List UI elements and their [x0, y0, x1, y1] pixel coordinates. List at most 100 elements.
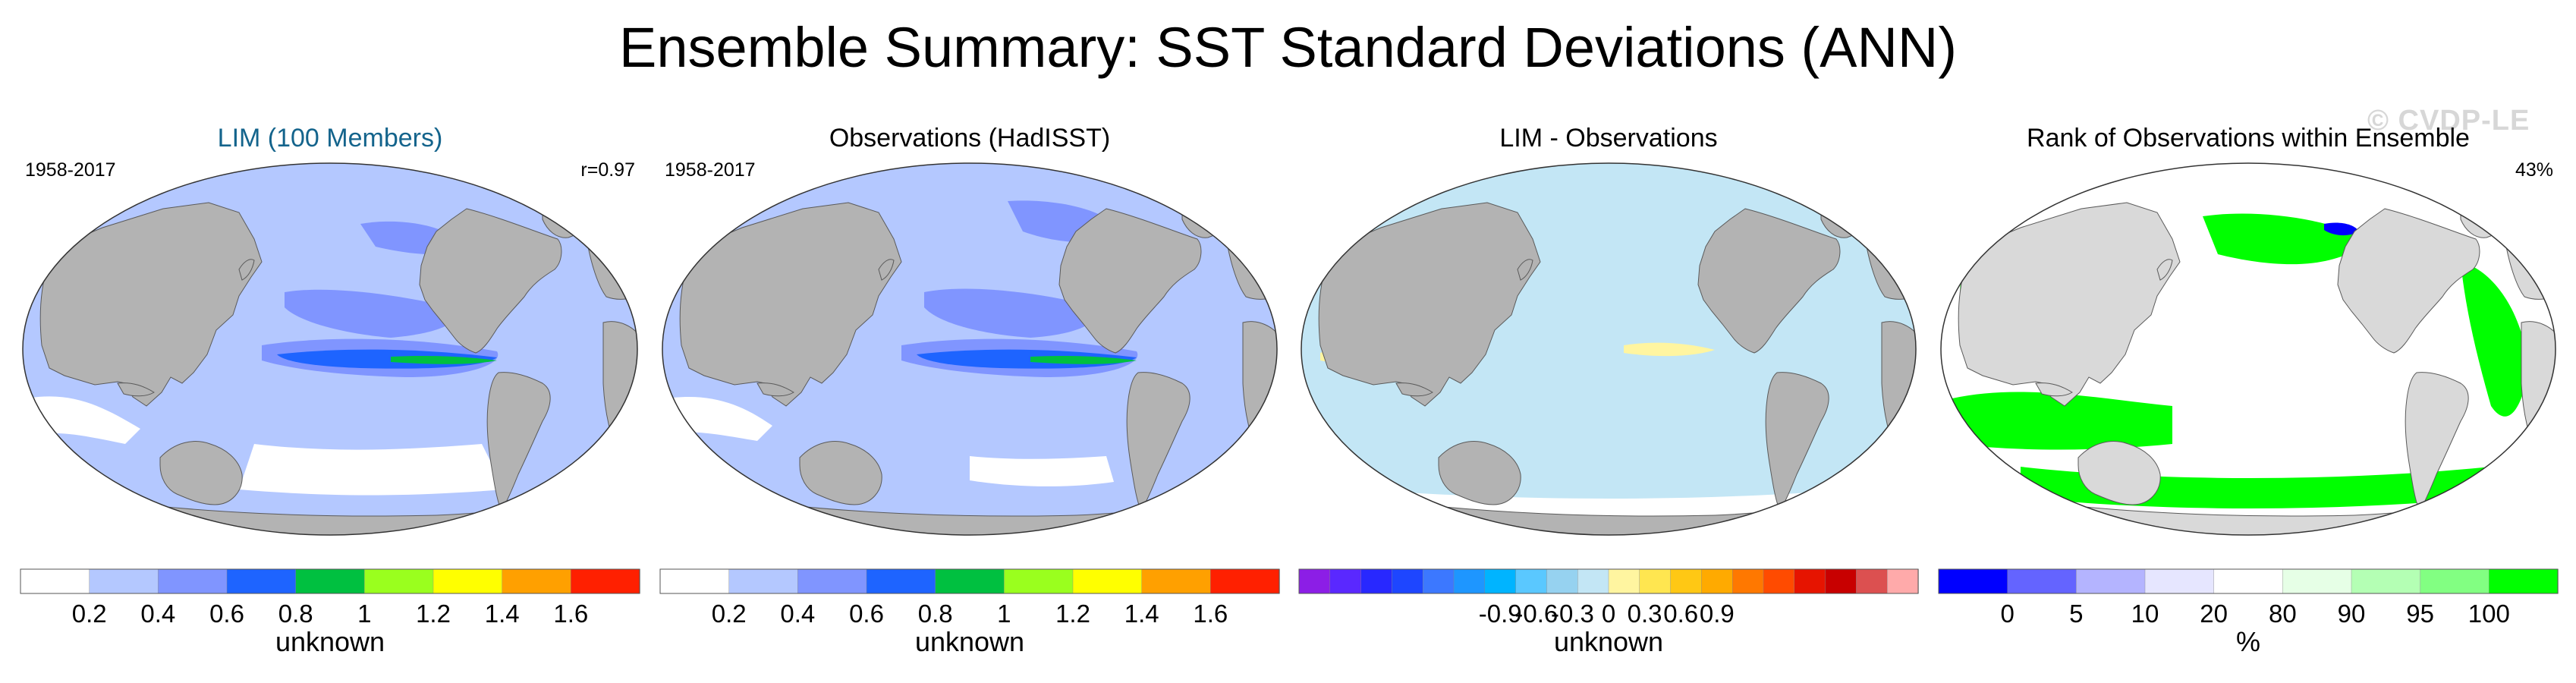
colorbar-swatch	[1856, 568, 1888, 594]
colorbar-swatch	[2076, 568, 2146, 594]
colorbar-lim: 0.2 0.4 0.6 0.8 1 1.2 1.4 1.6 unknown	[20, 568, 640, 657]
colorbar-swatch	[2213, 568, 2284, 594]
map-border	[1940, 162, 2556, 536]
colorbar-swatch	[295, 568, 366, 594]
colorbar-swatch	[1825, 568, 1857, 594]
colorbar-swatch	[20, 568, 90, 594]
colorbar-tick-label: 10	[2131, 600, 2159, 628]
map-border	[662, 162, 1278, 536]
colorbar-swatch	[1887, 568, 1919, 594]
namerica-landmass	[419, 208, 562, 354]
panel-difference: LIM - Observations -0.9 -0.6 -0.3 0 0.3 0.6 0.…	[1290, 114, 1927, 676]
japan-landmass	[1517, 259, 1533, 281]
colorbar-swatch	[571, 568, 640, 594]
colorbar-swatch	[226, 568, 297, 594]
field-patch-3	[2461, 262, 2529, 417]
panel-correlation: r=0.97	[580, 159, 635, 181]
colorbar-swatch	[1141, 568, 1212, 594]
panel-observations: Observations (HadISST) 1958-2017 0.2 0.4 0…	[651, 114, 1288, 676]
panel-title: Observations (HadISST)	[829, 124, 1111, 153]
panel-period: 1958-2017	[665, 159, 756, 181]
panel-title: Rank of Observations within Ensemble	[2027, 124, 2470, 153]
watermark: © CVDP-LE	[2367, 105, 2530, 137]
figure-title: Ensemble Summary: SST Standard Deviation…	[619, 16, 1957, 79]
colorbar-tick-label: 0.8	[918, 600, 953, 628]
colorbar-swatch	[1763, 568, 1795, 594]
australia-landmass	[1438, 441, 1521, 505]
colorbar-tick-label: 1.4	[1124, 600, 1159, 628]
samerica-landmass	[2405, 372, 2469, 512]
colorbar-tick-label: 1	[357, 600, 371, 628]
colorbar-swatch	[1938, 568, 2008, 594]
colorbar-tick-label: 0.6	[849, 600, 884, 628]
colorbar-tick-label: -0.9	[1479, 600, 1522, 628]
colorbar-label: %	[2236, 626, 2260, 657]
colorbar-swatch	[1794, 568, 1826, 594]
samerica-landmass	[1126, 372, 1190, 512]
colorbar-swatch	[1453, 568, 1486, 594]
colorbar-swatch	[1329, 568, 1362, 594]
colorbar-swatch	[935, 568, 1005, 594]
map-rank	[1940, 162, 2556, 536]
colorbar-swatch	[1608, 568, 1640, 594]
japan-landmass	[2156, 259, 2173, 281]
colorbar-swatch	[1298, 568, 1331, 594]
colorbar-swatch	[1639, 568, 1672, 594]
colorbar-tick-label: -0.3	[1551, 600, 1594, 628]
colorbar-tick-label: 1	[997, 600, 1011, 628]
colorbar-frame	[1298, 568, 1919, 594]
panel-lim: LIM (100 Members) 1958-2017 r=0.97 0.2 0.…	[11, 114, 649, 676]
colorbar-tick-label: 0.2	[712, 600, 747, 628]
field-patch-6	[1030, 355, 1137, 364]
map-observations	[662, 162, 1278, 536]
colorbar-label: unknown	[1554, 626, 1663, 657]
colorbar-tick-label: 80	[2269, 600, 2297, 628]
australia-landmass	[159, 441, 243, 505]
colorbar-swatch	[1732, 568, 1764, 594]
australia-landmass	[799, 441, 882, 505]
colorbar-swatch	[1072, 568, 1143, 594]
colorbar-swatch	[1004, 568, 1074, 594]
indonesia-landmass	[1395, 382, 1433, 397]
colorbar-swatch	[1515, 568, 1548, 594]
colorbar-swatch	[1360, 568, 1393, 594]
samerica-landmass	[1765, 372, 1829, 512]
colorbar-swatch	[1422, 568, 1455, 594]
panel-title: LIM (100 Members)	[217, 124, 443, 153]
colorbar-tick-label: 0.6	[1663, 600, 1698, 628]
colorbar-tick-label: 0.6	[209, 600, 244, 628]
panel-title: LIM - Observations	[1499, 124, 1718, 153]
colorbar-tick-label: 0.2	[72, 600, 107, 628]
indonesia-landmass	[2035, 382, 2073, 397]
field-patch-2	[1624, 342, 1715, 357]
colorbar-tick-label: 1.6	[1193, 600, 1228, 628]
field-patch-1	[970, 456, 1114, 486]
colorbar-observations: 0.2 0.4 0.6 0.8 1 1.2 1.4 1.6 unknown	[659, 568, 1280, 657]
field-patch-0	[1952, 392, 2172, 450]
namerica-landmass	[2337, 208, 2480, 354]
colorbar-tick-label: 5	[2069, 600, 2083, 628]
colorbar-swatch	[89, 568, 159, 594]
colorbar-label: unknown	[915, 626, 1024, 657]
colorbar-swatch	[2007, 568, 2077, 594]
colorbar-tick-label: 100	[2468, 600, 2510, 628]
colorbar-tick-label: 0.3	[1628, 600, 1662, 628]
colorbar-tick-label: 1.2	[1055, 600, 1090, 628]
colorbar-swatch	[432, 568, 503, 594]
map-border	[22, 162, 638, 536]
colorbar-swatch	[728, 568, 799, 594]
colorbar-swatch	[1210, 568, 1280, 594]
colorbar-tick-label: 90	[2338, 600, 2366, 628]
australia-landmass	[2077, 441, 2161, 505]
map-lim	[22, 162, 638, 536]
colorbar-tick-label: 0.4	[140, 600, 175, 628]
colorbar-tick-label: 0.4	[780, 600, 815, 628]
colorbar-swatch	[364, 568, 434, 594]
colorbar-tick-label: 1.6	[553, 600, 588, 628]
indonesia-landmass	[756, 382, 794, 397]
colorbar-frame	[20, 568, 640, 594]
colorbar-tick-label: 0.8	[278, 600, 313, 628]
japan-landmass	[238, 259, 255, 281]
samerica-landmass	[486, 372, 551, 512]
colorbar-label: unknown	[275, 626, 385, 657]
